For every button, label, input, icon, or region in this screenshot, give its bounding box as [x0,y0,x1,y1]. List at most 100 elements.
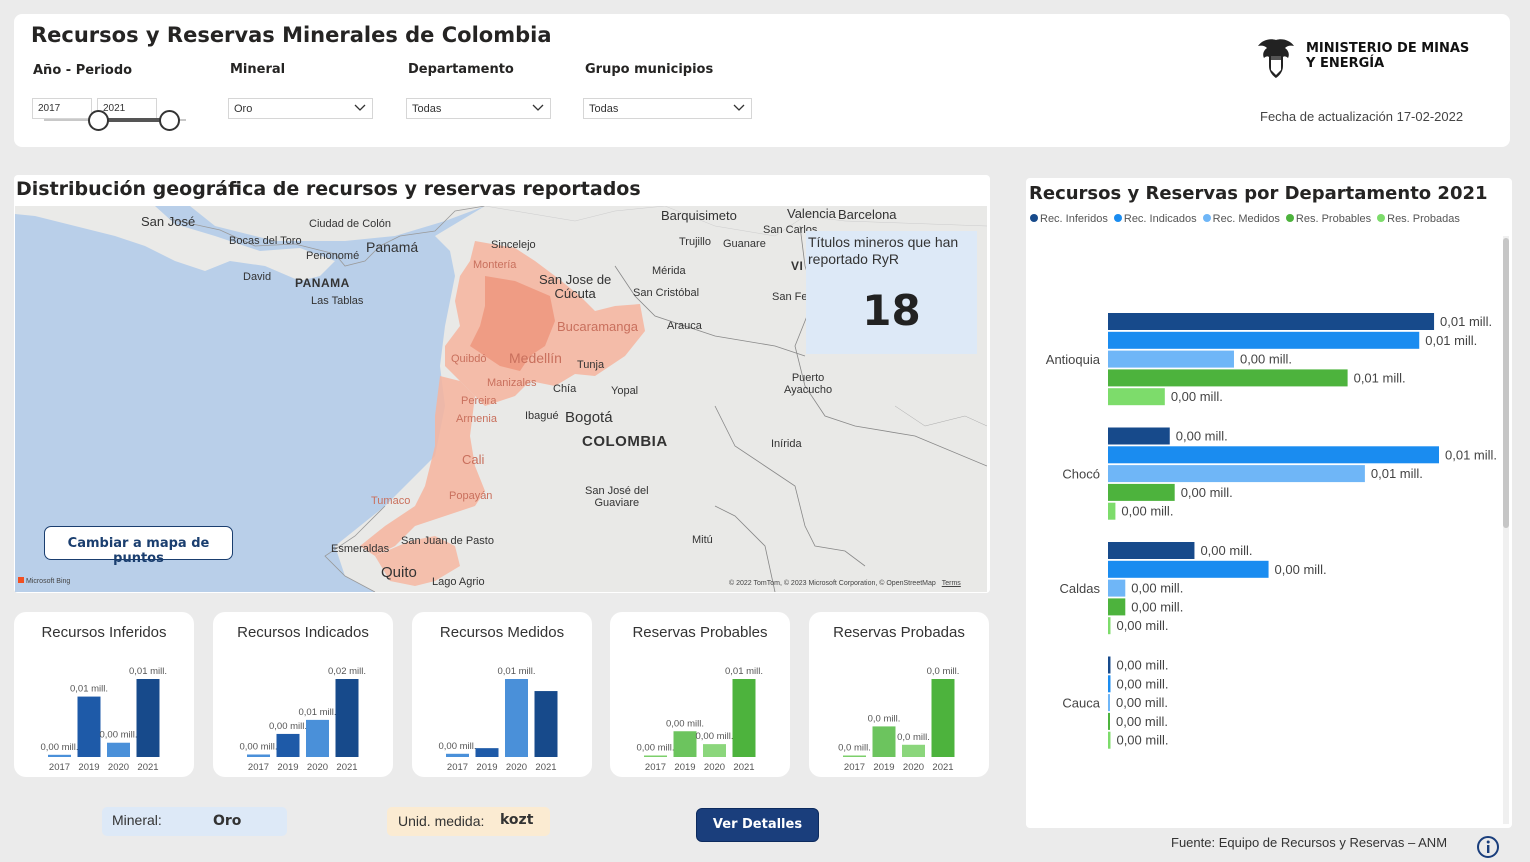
bar[interactable] [534,691,558,757]
chart-title: Recursos Indicados [237,624,369,641]
bar[interactable] [247,754,270,757]
view-details-button[interactable]: Ver Detalles [696,808,819,842]
bar[interactable] [1108,350,1234,368]
bar[interactable] [1108,598,1126,616]
bar[interactable] [644,755,667,758]
bar[interactable] [1108,427,1170,445]
bar[interactable] [1108,313,1435,330]
chart-card-reservas-probables: Reservas Probables 0,00 mill. 2017 0,00 mi… [610,612,790,777]
chart-card-reservas-probadas: Reservas Probadas 0,0 mill. 2017 0,0 mill.… [809,612,989,777]
map-label: Chía [553,383,577,395]
bar-value-label: 0,00 mill. [1116,618,1168,633]
legend-label: Res. Probables [1295,213,1372,225]
bar[interactable] [1108,731,1111,749]
switch-to-point-map-button[interactable]: Cambiar a mapa de puntos [44,526,233,566]
bar[interactable] [703,744,726,757]
bar[interactable] [1108,446,1439,464]
mineral-select[interactable]: Oro [228,98,373,119]
bar[interactable] [1108,502,1116,520]
map-label: Trujillo [679,236,711,248]
year-slider-start-handle[interactable] [88,110,109,131]
bar-value-label: 0,01 mill. [70,684,108,695]
mineral-tag: Mineral: Oro [102,807,287,836]
year-slider-end-handle[interactable] [159,110,180,131]
bar[interactable] [446,753,469,757]
bar[interactable] [77,696,101,757]
bar-value-label: 0,01 mill. [1425,333,1477,348]
bar[interactable] [1108,465,1365,483]
bar[interactable] [335,679,359,757]
year-from-input[interactable]: 2017 [32,98,92,119]
municipality-select-value: Todas [589,103,619,115]
info-icon[interactable] [1476,835,1500,859]
map-label: Armenia [456,413,497,425]
legend-item[interactable]: Res. Probables [1285,213,1372,225]
bar[interactable] [843,755,866,758]
map-title: Distribución geográfica de recursos y re… [16,178,641,200]
bar[interactable] [1108,388,1165,406]
bar[interactable] [732,679,756,757]
map-label: San Juan de Pasto [401,535,494,547]
bar[interactable] [872,726,896,757]
bar[interactable] [136,679,160,757]
legend-item[interactable]: Rec. Inferidos [1030,213,1108,225]
bar[interactable] [276,733,300,757]
map-label: Inírida [771,438,802,450]
municipality-select[interactable]: Todas [583,98,752,119]
x-tick-label: 2020 [307,762,328,773]
bar-value-label: 0,00 mill. [636,743,674,754]
bar[interactable] [107,742,130,757]
colombia-map[interactable]: San José Ciudad de Colón Bocas del Toro … [15,206,987,592]
bar[interactable] [1108,579,1126,597]
bar-value-label: 0,00 mill. [1171,389,1223,404]
legend-item[interactable]: Rec. Medidos [1202,213,1280,225]
bar[interactable] [1108,617,1111,635]
map-label: Popayán [449,490,493,502]
year-filter-label: Año - Periodo [33,63,133,78]
bar[interactable] [1108,331,1420,349]
bar-value-label: 0,00 mill. [269,721,307,732]
coat-of-arms-logo [1258,39,1294,78]
map-terms-link[interactable]: Terms [941,580,961,587]
category-label: Cauca [1062,696,1100,711]
bar-value-label: 0,0 mill. [838,743,871,754]
bar[interactable] [673,731,697,757]
bar[interactable] [306,719,329,757]
bar[interactable] [1108,483,1175,501]
municipality-filter-label: Grupo municipios [585,62,714,77]
bar[interactable] [1108,542,1195,559]
bar[interactable] [475,748,499,757]
bar[interactable] [1108,675,1111,693]
chart-card-recursos-medidos: Recursos Medidos 0,00 mill. 2017 2019 0,01 … [412,612,592,777]
department-filter-label: Departamento [408,62,514,77]
department-chart-legend: Rec. Inferidos Rec. Indicados Rec. Medidos… [1030,213,1460,225]
bar[interactable] [1108,369,1348,387]
legend-item[interactable]: Rec. Indicados [1113,213,1197,225]
bar[interactable] [1108,712,1110,730]
bar-value-label: 0,0 mill. [868,713,901,724]
bar[interactable] [48,754,71,757]
x-tick-label: 2021 [137,762,158,773]
x-tick-label: 2019 [873,762,894,773]
titles-kpi-card: Títulos mineros que han reportado RyR 18 [806,231,977,354]
bing-logo: Microsoft Bing [18,577,70,585]
bar[interactable] [1108,656,1111,674]
bar[interactable] [1108,560,1269,578]
scrollbar-thumb[interactable] [1503,238,1509,528]
bar-value-label: 0,01 mill. [129,666,167,677]
map-label: Quito [381,564,417,581]
map-label-line: San José del [585,485,649,497]
map-label: David [243,271,272,283]
map-label: Bogotá [565,409,613,426]
bar[interactable] [931,679,955,757]
scrollbar-track[interactable] [1503,236,1509,824]
map-label: Lago Agrio [432,576,485,588]
bar-value-label: 0,00 mill. [1116,714,1168,729]
bar[interactable] [902,744,925,757]
legend-item[interactable]: Res. Probadas [1377,213,1460,225]
map-label: Puerto Ayacucho [784,372,832,396]
department-select[interactable]: Todas [406,98,551,119]
bar[interactable] [505,679,528,757]
bar[interactable] [1108,694,1110,712]
